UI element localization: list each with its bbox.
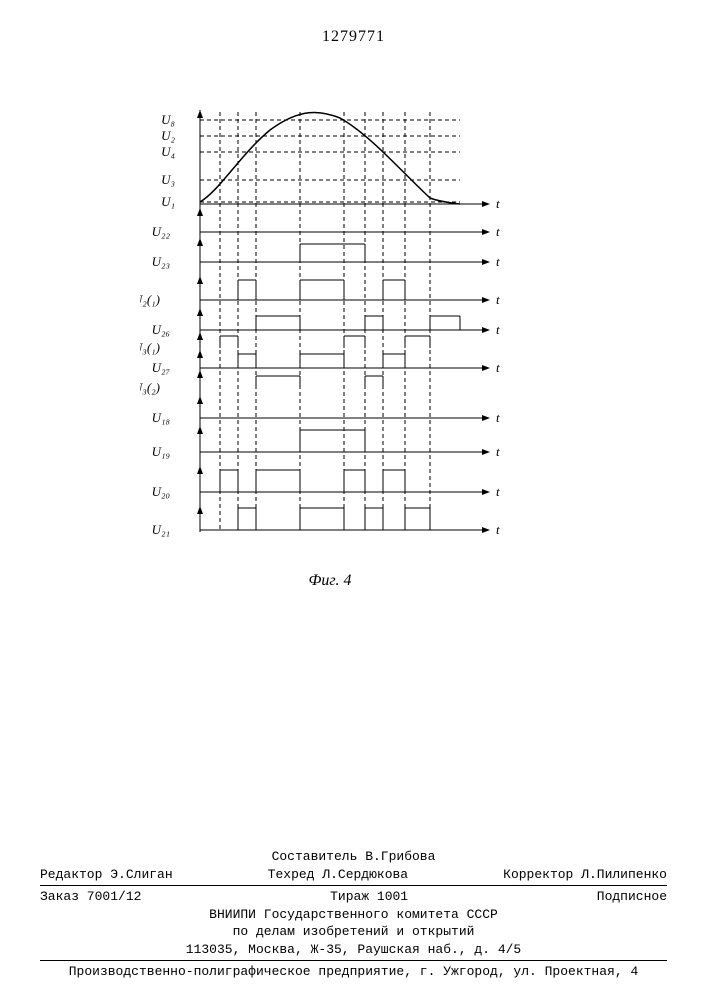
techred-name: Л.Сердюкова [322, 867, 408, 882]
footer-rule-2 [40, 960, 667, 961]
footer-rule-1 [40, 885, 667, 886]
org-line-1: ВНИИПИ Государственного комитета СССР [40, 906, 667, 924]
figure-caption: Фиг. 4 [140, 572, 520, 590]
svg-text:U₁₈: U₁₈ [152, 410, 171, 425]
printer-line: Производственно-полиграфическое предприя… [40, 963, 667, 981]
svg-text:U₂₆: U₂₆ [152, 322, 170, 337]
svg-text:t: t [496, 254, 500, 269]
svg-text:U₂(₁): U₂(₁) [140, 292, 160, 307]
svg-text:U₂: U₂ [161, 128, 175, 143]
svg-text:U₃: U₃ [161, 172, 175, 187]
svg-text:t: t [496, 196, 500, 211]
corrector-label: Корректор [503, 867, 573, 882]
svg-text:U₃(₂): U₃(₂) [140, 380, 160, 395]
svg-text:U₂₀: U₂₀ [152, 484, 170, 499]
figure-svg: ttttttttttU₈U₂U₄U₃U₁U₂₂U₂₃U₂(₁)U₂₆U₃(₁)U… [140, 100, 520, 560]
svg-text:U₂₇: U₂₇ [152, 360, 171, 375]
svg-text:t: t [496, 360, 500, 375]
svg-text:t: t [496, 444, 500, 459]
compiler-line: Составитель В.Грибова [40, 848, 667, 866]
print-run: Тираж 1001 [330, 888, 408, 906]
patent-number: 1279771 [0, 28, 707, 46]
svg-text:U₈: U₈ [161, 112, 175, 127]
order-number: Заказ 7001/12 [40, 888, 141, 906]
svg-text:U₁: U₁ [161, 194, 175, 209]
editor-cell: Редактор Э.Слиган [40, 866, 173, 884]
corrector-cell: Корректор Л.Пилипенко [503, 866, 667, 884]
svg-text:U₂₁: U₂₁ [152, 522, 170, 537]
org-address: 113035, Москва, Ж-35, Раушская наб., д. … [40, 941, 667, 959]
svg-text:t: t [496, 322, 500, 337]
subscription: Подписное [597, 888, 667, 906]
svg-text:t: t [496, 292, 500, 307]
corrector-name: Л.Пилипенко [581, 867, 667, 882]
org-line-2: по делам изобретений и открытий [40, 923, 667, 941]
techred-label: Техред [268, 867, 315, 882]
svg-text:U₄: U₄ [161, 144, 175, 159]
editor-name: Э.Слиган [110, 867, 172, 882]
svg-text:t: t [496, 484, 500, 499]
svg-text:t: t [496, 410, 500, 425]
figure-4: ttttttttttU₈U₂U₄U₃U₁U₂₂U₂₃U₂(₁)U₂₆U₃(₁)U… [140, 100, 520, 590]
svg-text:t: t [496, 522, 500, 537]
svg-text:t: t [496, 224, 500, 239]
techred-cell: Техред Л.Сердюкова [268, 866, 408, 884]
svg-text:U₃(₁): U₃(₁) [140, 340, 160, 355]
svg-text:U₂₃: U₂₃ [152, 254, 170, 269]
editor-label: Редактор [40, 867, 102, 882]
svg-text:U₂₂: U₂₂ [152, 224, 171, 239]
footer-block: Составитель В.Грибова Редактор Э.Слиган … [40, 848, 667, 981]
svg-text:U₁₉: U₁₉ [152, 444, 170, 459]
